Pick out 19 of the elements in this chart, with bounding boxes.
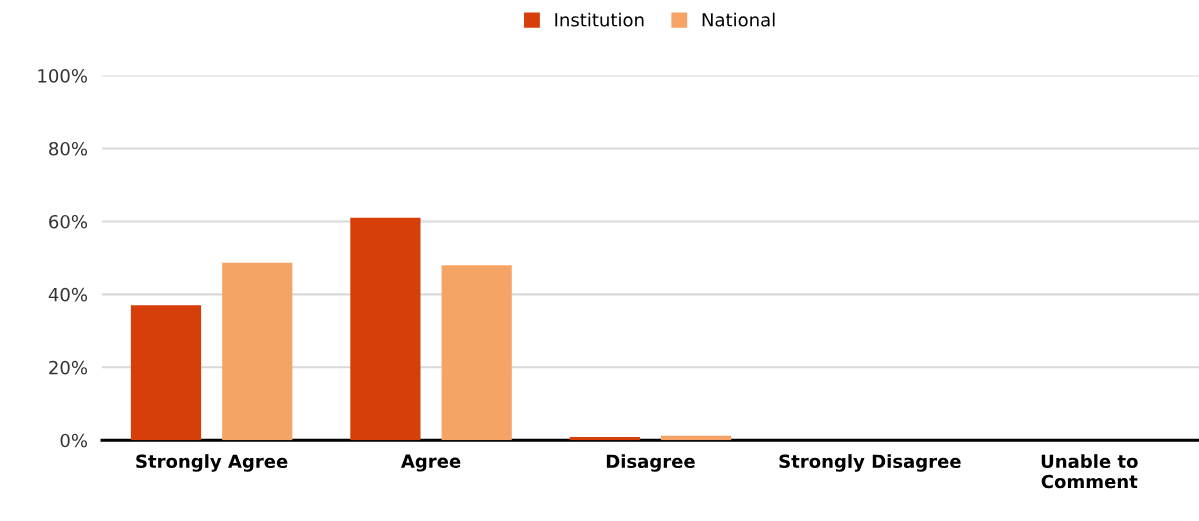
y-tick-label: 0% (60, 433, 88, 448)
y-tick-label: 20% (49, 360, 88, 375)
y-tick-label: 100% (38, 69, 88, 83)
x-tick-label: Strongly Agree (136, 454, 288, 472)
x-tick-label: Strongly Disagree (779, 454, 961, 472)
legend-label: Institution (555, 12, 644, 27)
x-tick-label: Unable to Comment (1041, 454, 1138, 489)
bar (222, 262, 293, 441)
legend-label: National (702, 12, 775, 27)
bar (441, 265, 512, 441)
y-tick-label: 40% (48, 287, 88, 302)
y-tick-label: 80% (49, 141, 88, 156)
bar (569, 436, 640, 441)
x-tick-label: Agree (400, 454, 461, 472)
bar (130, 305, 202, 441)
y-tick-label: 60% (49, 214, 88, 229)
x-tick-label: Disagree (606, 454, 695, 472)
bar (350, 217, 421, 441)
bar (660, 435, 732, 441)
